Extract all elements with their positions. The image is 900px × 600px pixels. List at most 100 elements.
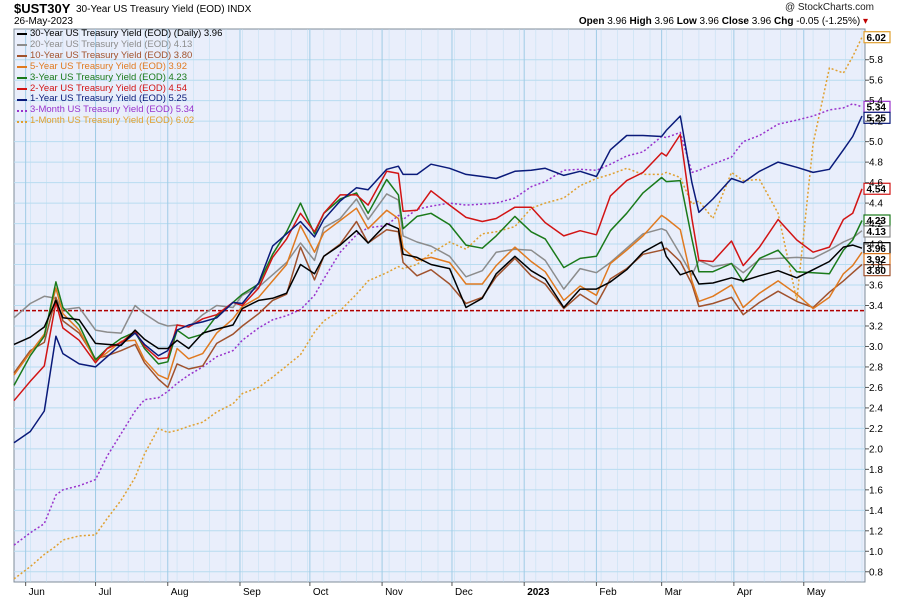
- last-value-tags: 6.02 5.345.25 4.54 4.234.13 3.963.923.80: [863, 31, 891, 277]
- legend-item-y3: 3-Year US Treasury Yield (EOD) 4.23: [17, 71, 222, 84]
- y-tick-label: 2.6: [869, 383, 883, 394]
- close-value: 3.96: [751, 16, 772, 27]
- last-value-tag-y10: 3.80: [863, 264, 891, 277]
- y-tick-label: 3.8: [869, 260, 883, 271]
- x-tick-label: Jun: [29, 587, 45, 598]
- y-tick-label: 5.2: [869, 117, 883, 128]
- chg-down-arrow-icon: ▾: [862, 16, 868, 27]
- x-tick-label: May: [807, 587, 826, 598]
- last-value-tag-text: 4.13: [867, 227, 887, 238]
- legend-swatch: [17, 33, 27, 36]
- y-tick-label: 5.8: [869, 55, 883, 66]
- grid-lines: [14, 29, 865, 582]
- open-value: 3.96: [607, 16, 627, 27]
- close-label: Close: [721, 16, 749, 27]
- last-value-tag-text: 6.02: [867, 33, 887, 44]
- legend-swatch: [17, 87, 27, 90]
- ticker-symbol: $UST30Y: [14, 1, 71, 16]
- x-tick-label: Aug: [171, 587, 189, 598]
- y-tick-label: 1.8: [869, 465, 883, 476]
- last-value-tag-box: [863, 111, 891, 124]
- last-value-tag-text: 4.54: [867, 184, 887, 195]
- y-tick-label: 2.8: [869, 362, 883, 373]
- legend-swatch: [17, 109, 27, 112]
- series-line-y30: [13, 222, 863, 350]
- series-line-m3: [13, 103, 863, 546]
- legend-swatch: [17, 98, 27, 101]
- chart-title-text: 30-Year US Treasury Yield (EOD): [76, 4, 225, 15]
- last-value-tag-text: 5.34: [867, 102, 887, 113]
- last-value-tag-text: 4.23: [867, 216, 887, 227]
- x-tick-label: 2023: [527, 587, 550, 598]
- y-tick-label: 1.2: [869, 526, 883, 537]
- y-tick-label: 5.4: [869, 96, 883, 107]
- y-tick-label: 3.0: [869, 342, 883, 353]
- y-tick-label: 5.6: [869, 76, 883, 87]
- x-tick-label: Nov: [385, 587, 403, 598]
- series-line-y3: [13, 176, 863, 386]
- y-tick-label: 4.6: [869, 178, 883, 189]
- legend-swatch: [17, 44, 27, 47]
- stockcharts-watermark[interactable]: @ StockCharts.com: [784, 2, 874, 13]
- x-tick-label: Mar: [665, 587, 683, 598]
- y-tick-label: 1.0: [869, 547, 883, 558]
- legend-item-y2: 2-Year US Treasury Yield (EOD) 4.54: [17, 82, 222, 95]
- x-tick-label: Jul: [99, 587, 112, 598]
- open-label: Open: [578, 16, 605, 27]
- chart-date: 26-May-2023: [14, 16, 73, 27]
- legend-swatch: [17, 66, 27, 69]
- legend-item-m1: 1-Month US Treasury Yield (EOD) 6.02: [17, 115, 222, 127]
- legend-item-y20: 20-Year US Treasury Yield (EOD) 4.13: [17, 38, 222, 51]
- y-tick-label: 0.8: [869, 567, 883, 578]
- legend: 30-Year US Treasury Yield (EOD) (Daily) …: [17, 28, 223, 127]
- legend-label: 1-Year US Treasury Yield (EOD) 5.25: [30, 93, 187, 105]
- legend-label: 30-Year US Treasury Yield (EOD) (Daily) …: [30, 28, 223, 39]
- y-tick-label: 4.8: [869, 158, 883, 169]
- last-value-tag-box: [863, 31, 891, 44]
- chart-title: 30-Year US Treasury Yield (EOD) INDX: [76, 4, 251, 15]
- x-tick-label: Oct: [313, 587, 329, 598]
- last-value-tag-y20: 4.13: [863, 225, 891, 238]
- y-tick-label: 3.6: [869, 281, 883, 292]
- legend-swatch: [17, 77, 27, 80]
- high-value: 3.96: [654, 16, 674, 27]
- y-tick-label: 4.0: [869, 240, 883, 251]
- series-line-y10: [13, 220, 863, 389]
- last-value-tag-m1: 6.02: [863, 31, 891, 44]
- exchange-label: INDX: [227, 4, 252, 15]
- x-tick-label: Apr: [737, 587, 753, 598]
- y-tick-label: 3.4: [869, 301, 883, 312]
- y-tick-label: 3.2: [869, 321, 883, 332]
- legend-label: 2-Year US Treasury Yield (EOD) 4.54: [30, 82, 187, 94]
- legend-item-y30: 30-Year US Treasury Yield (EOD) (Daily) …: [17, 28, 223, 40]
- last-value-tag-text: 3.92: [867, 255, 887, 266]
- last-value-tag-box: [863, 225, 891, 238]
- y-tick-label: 4.4: [869, 199, 883, 210]
- legend-label: 5-Year US Treasury Yield (EOD) 3.92: [30, 60, 187, 72]
- y-tick-label: 2.4: [869, 403, 883, 414]
- legend-label: 3-Year US Treasury Yield (EOD) 4.23: [30, 71, 187, 83]
- legend-item-y1: 1-Year US Treasury Yield (EOD) 5.25: [17, 94, 222, 105]
- legend-label: 1-Month US Treasury Yield (EOD) 6.02: [30, 115, 195, 127]
- legend-label: 10-Year US Treasury Yield (EOD) 3.80: [30, 49, 193, 61]
- legend-item-m3: 3-Month US Treasury Yield (EOD) 5.34: [17, 104, 222, 116]
- legend-item-y10: 10-Year US Treasury Yield (EOD) 3.80: [17, 49, 222, 62]
- last-value-tag-text: 3.96: [867, 244, 887, 255]
- low-value: 3.96: [699, 16, 719, 27]
- y-tick-label: 4.2: [869, 219, 883, 230]
- high-label: High: [629, 16, 652, 27]
- y-tick-label: 1.4: [869, 506, 883, 517]
- chg-value: -0.05 (-1.25%): [796, 16, 861, 27]
- x-tick-label: Feb: [599, 587, 617, 598]
- last-value-tag-y2: 4.54: [863, 182, 891, 195]
- x-tick-label: Dec: [455, 587, 473, 598]
- y-tick-label: 2.0: [869, 444, 883, 455]
- series-line-y1: [13, 115, 863, 444]
- x-tick-label: Sep: [243, 587, 261, 598]
- legend-label: 20-Year US Treasury Yield (EOD) 4.13: [30, 38, 193, 50]
- last-value-tag-y1: 5.25: [863, 111, 891, 124]
- y-axis: 0.8 1.0 1.2 1.4 1.6 1.8 2.0 2.2 2.4 2.6 2.8 3.0 3.2 3…: [865, 55, 883, 578]
- chg-label: Chg: [774, 16, 794, 27]
- legend-swatch: [17, 55, 27, 58]
